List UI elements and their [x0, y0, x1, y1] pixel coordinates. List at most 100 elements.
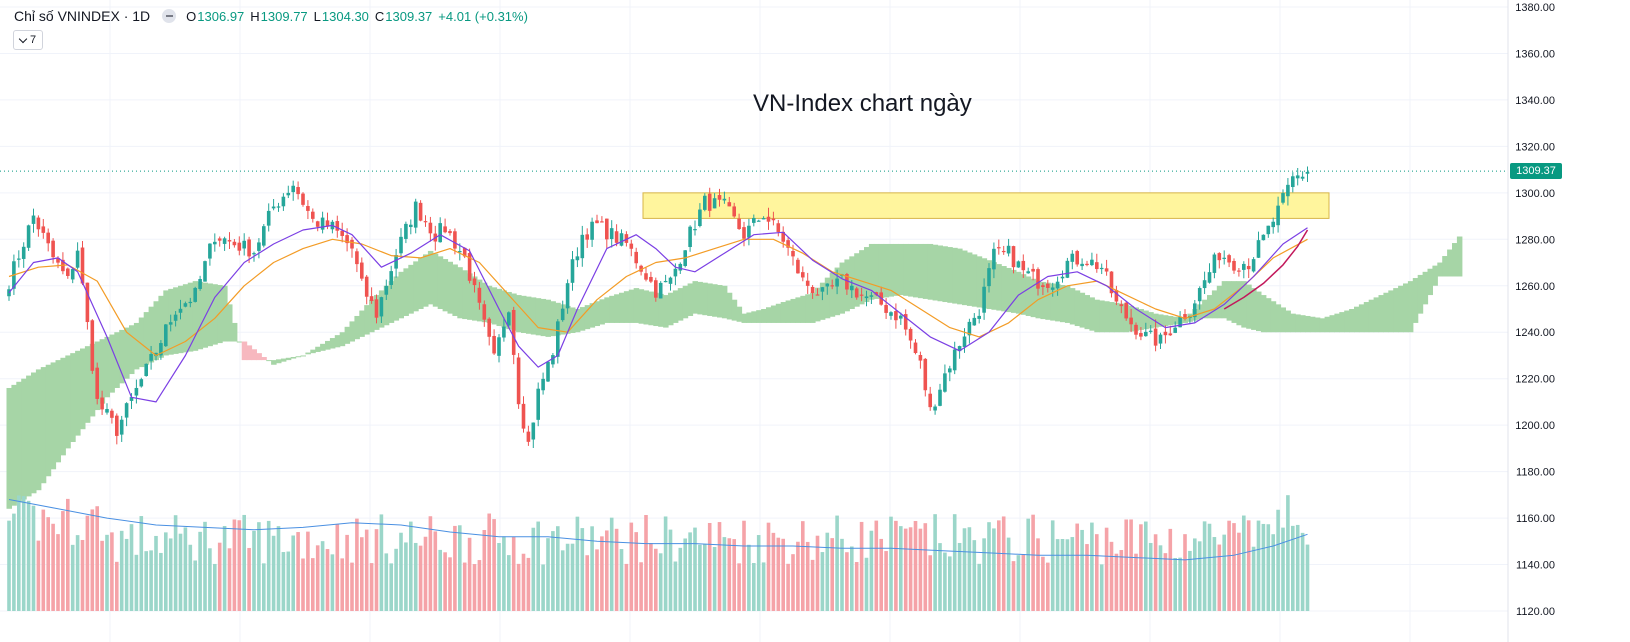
- candle-body: [1168, 333, 1173, 336]
- candle-body: [820, 287, 825, 292]
- volume-bar: [217, 542, 222, 611]
- candle-body: [649, 276, 653, 282]
- cloud-segment: [599, 299, 605, 325]
- volume-bar: [688, 532, 692, 611]
- candle-body: [1041, 285, 1045, 288]
- candle-body: [1129, 317, 1133, 325]
- candle-body: [1119, 304, 1124, 307]
- volume-bar: [198, 531, 202, 611]
- volume-bar: [1217, 544, 1222, 611]
- candle-body: [1202, 280, 1207, 289]
- chart-annotation[interactable]: VN-Index chart ngày: [753, 90, 972, 117]
- volume-bar: [17, 495, 21, 611]
- volume-bar: [364, 529, 369, 611]
- cloud-segment: [1236, 281, 1242, 326]
- volume-bar: [1055, 539, 1060, 611]
- volume-bar: [1114, 553, 1119, 611]
- minus-icon[interactable]: [162, 9, 177, 23]
- cloud-segment: [947, 247, 953, 303]
- candle-body: [237, 242, 242, 251]
- candle-body: [443, 226, 447, 233]
- volume-bar: [1090, 522, 1094, 611]
- candle-body: [369, 296, 374, 301]
- candle-body: [1080, 263, 1084, 267]
- candle-body: [923, 358, 928, 391]
- volume-bar: [1129, 519, 1133, 611]
- volume-bar: [908, 527, 913, 611]
- candle-body: [335, 221, 340, 231]
- candle-body: [105, 408, 109, 413]
- candle-body: [1261, 234, 1266, 241]
- volume-bar: [75, 535, 80, 611]
- cloud-segment: [1300, 315, 1306, 333]
- candle-body: [75, 250, 80, 268]
- volume-bar: [340, 558, 344, 611]
- volume-bar: [21, 496, 26, 611]
- cloud-segment: [888, 243, 894, 297]
- cloud-segment: [633, 288, 640, 323]
- volume-bar: [7, 520, 11, 611]
- candle-body: [1099, 267, 1104, 270]
- cloud-segment: [1167, 315, 1174, 326]
- candle-body: [467, 253, 472, 281]
- candle-body: [688, 226, 692, 248]
- ma-red-line: [1223, 229, 1309, 310]
- volume-bar: [1188, 550, 1192, 611]
- resistance-zone[interactable]: [642, 192, 1330, 219]
- candle-body: [1006, 245, 1011, 254]
- cloud-segment: [359, 310, 365, 337]
- candle-body: [1158, 334, 1163, 344]
- cloud-segment: [256, 353, 262, 361]
- cloud-segment: [712, 284, 718, 317]
- cloud-segment: [393, 276, 400, 321]
- price-axis-label: 1160.00: [1516, 513, 1555, 525]
- cloud-segment: [442, 259, 449, 312]
- volume-bars: [7, 495, 1310, 611]
- cloud-segment: [579, 307, 586, 331]
- volume-bar: [639, 562, 643, 611]
- last-price-tag: 1309.37: [1510, 163, 1562, 180]
- candle-body: [565, 283, 570, 309]
- volume-bar: [335, 524, 340, 611]
- candle-body: [918, 355, 923, 361]
- cloud-segment: [295, 356, 302, 358]
- volume-bar: [1193, 538, 1197, 611]
- candle-body: [1095, 262, 1099, 270]
- candle-body: [276, 206, 281, 208]
- volume-bar: [673, 561, 678, 611]
- volume-bar: [477, 560, 482, 611]
- volume-bar: [1119, 550, 1124, 611]
- candle-body: [835, 278, 839, 287]
- volume-bar: [1148, 542, 1153, 611]
- price-axis-label: 1380.00: [1515, 2, 1555, 14]
- candle-body: [1237, 270, 1241, 272]
- cloud-segment: [60, 357, 66, 456]
- ma-slow-line: [8, 238, 1308, 357]
- cloud-segment: [472, 276, 478, 321]
- volume-bar: [899, 526, 903, 611]
- price-axis-label: 1240.00: [1515, 327, 1555, 339]
- cloud-segment: [1050, 283, 1056, 321]
- candle-body: [1124, 302, 1128, 319]
- candle-body: [874, 292, 879, 295]
- cloud-segment: [795, 297, 801, 323]
- cloud-segment: [163, 290, 169, 356]
- volume-bar: [1099, 564, 1104, 611]
- symbol-title[interactable]: Chỉ số VNINDEX · 1D: [14, 8, 151, 24]
- cloud-segment: [815, 287, 821, 322]
- cloud-segment: [525, 296, 532, 334]
- candle-body: [913, 342, 918, 354]
- volume-bar: [325, 549, 330, 611]
- candle-body: [90, 320, 95, 371]
- volume-bar: [1207, 523, 1212, 611]
- candle-body: [732, 206, 736, 217]
- cloud-segment: [1015, 271, 1022, 314]
- candle-body: [629, 243, 634, 249]
- candle-body: [144, 363, 148, 377]
- cloud-segment: [1285, 310, 1291, 333]
- volume-bar: [982, 538, 986, 611]
- volume-bar: [879, 538, 883, 611]
- candle-body: [502, 326, 506, 338]
- indicators-toggle-button[interactable]: 7: [13, 30, 44, 50]
